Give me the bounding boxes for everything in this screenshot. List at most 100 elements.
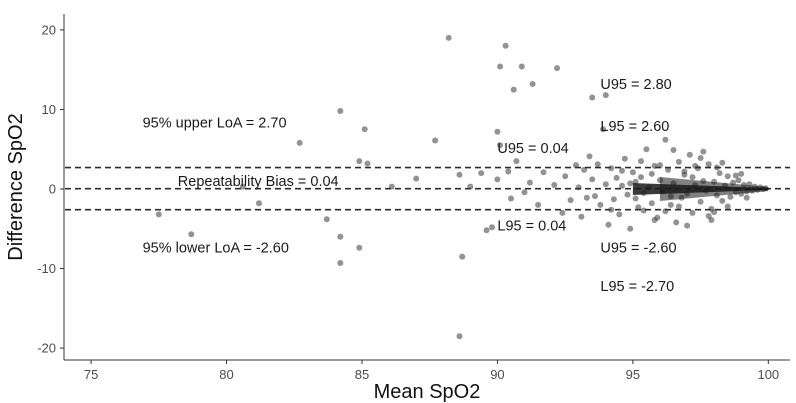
data-point [573, 162, 579, 169]
data-point [586, 153, 593, 160]
data-point [708, 217, 715, 223]
x-tick-label: 95 [626, 367, 640, 382]
data-point [518, 63, 525, 70]
data-point [697, 155, 704, 161]
data-point [651, 217, 658, 223]
data-point [337, 108, 344, 114]
data-point [239, 183, 246, 190]
y-tick-label: 0 [49, 181, 56, 196]
data-point [592, 193, 598, 200]
data-point [738, 170, 745, 177]
data-point [619, 167, 625, 174]
data-point [608, 165, 615, 172]
data-point [589, 94, 596, 101]
data-point [662, 136, 669, 143]
data-point [364, 160, 371, 167]
data-point [502, 42, 509, 49]
data-point [337, 260, 344, 266]
data-point [602, 92, 609, 99]
data-point [567, 197, 574, 204]
x-tick-label: 85 [355, 367, 369, 382]
annotation-label: 95% lower LoA = -2.60 [143, 241, 289, 257]
data-point [635, 204, 642, 211]
data-point [665, 166, 672, 173]
data-point [513, 158, 520, 165]
annotation-label: L95 = 2.60 [600, 119, 669, 135]
data-point [689, 209, 696, 216]
data-point [735, 177, 742, 184]
data-point [602, 181, 609, 188]
data-point [459, 253, 466, 260]
data-point [413, 175, 420, 182]
data-point [686, 151, 693, 158]
data-point [529, 81, 536, 87]
data-point [256, 200, 262, 207]
data-point [494, 176, 501, 183]
data-point [605, 221, 612, 228]
data-point [732, 172, 739, 179]
data-point [583, 194, 590, 201]
annotation-label: U95 = 0.04 [497, 141, 568, 157]
data-point [627, 225, 634, 232]
data-point [445, 34, 452, 41]
data-point [689, 174, 696, 181]
data-point [719, 197, 726, 204]
data-point [657, 162, 663, 169]
annotation-label: U95 = 2.80 [600, 77, 671, 93]
data-point [600, 126, 607, 133]
data-point [684, 222, 691, 229]
data-point [719, 159, 726, 166]
data-point [673, 219, 680, 226]
annotation-label: U95 = -2.60 [600, 241, 676, 257]
data-point [526, 179, 533, 186]
data-point [575, 184, 582, 191]
data-point [155, 211, 162, 218]
data-point [627, 180, 634, 187]
data-point [432, 137, 439, 144]
annotation-label: 95% upper LoA = 2.70 [143, 116, 287, 132]
data-point [508, 195, 514, 202]
data-point [667, 201, 674, 208]
annotations: 95% upper LoA = 2.70 Repeatability Bias =… [143, 77, 677, 295]
data-point [323, 216, 330, 223]
data-point [632, 195, 639, 202]
data-point [594, 161, 601, 168]
data-point [619, 182, 625, 189]
data-point [597, 201, 604, 208]
data-point [743, 194, 750, 201]
data-point [388, 183, 395, 190]
data-point [608, 206, 615, 213]
data-point [692, 162, 699, 169]
data-point [535, 201, 542, 208]
annotation-label: L95 = 0.04 [497, 218, 566, 234]
data-point [624, 191, 631, 198]
data-point [467, 183, 474, 190]
annotation-label: L95 = -2.70 [600, 279, 674, 295]
data-point [662, 208, 669, 215]
y-tick-label: 10 [42, 102, 56, 117]
data-point [648, 200, 655, 207]
data-point [610, 196, 617, 203]
data-point [643, 146, 650, 153]
data-point [540, 169, 547, 176]
x-tick-label: 75 [84, 367, 98, 382]
data-point [629, 169, 636, 176]
data-point [589, 176, 596, 183]
data-point [296, 139, 303, 146]
data-point [356, 244, 363, 251]
data-point [713, 164, 720, 171]
data-point [497, 142, 504, 149]
data-point [559, 209, 566, 216]
data-point [613, 174, 620, 181]
data-point [724, 173, 731, 180]
data-point [651, 162, 658, 169]
axes: 75 80 85 90 95 100 -20 -10 0 10 20 [37, 14, 790, 382]
dense-point-cluster-outer [659, 176, 769, 201]
y-tick-label: -10 [37, 261, 56, 276]
data-point [521, 189, 528, 196]
data-point [648, 170, 655, 177]
y-tick-label: -20 [37, 341, 56, 356]
data-point [640, 207, 647, 214]
data-point [551, 182, 558, 188]
